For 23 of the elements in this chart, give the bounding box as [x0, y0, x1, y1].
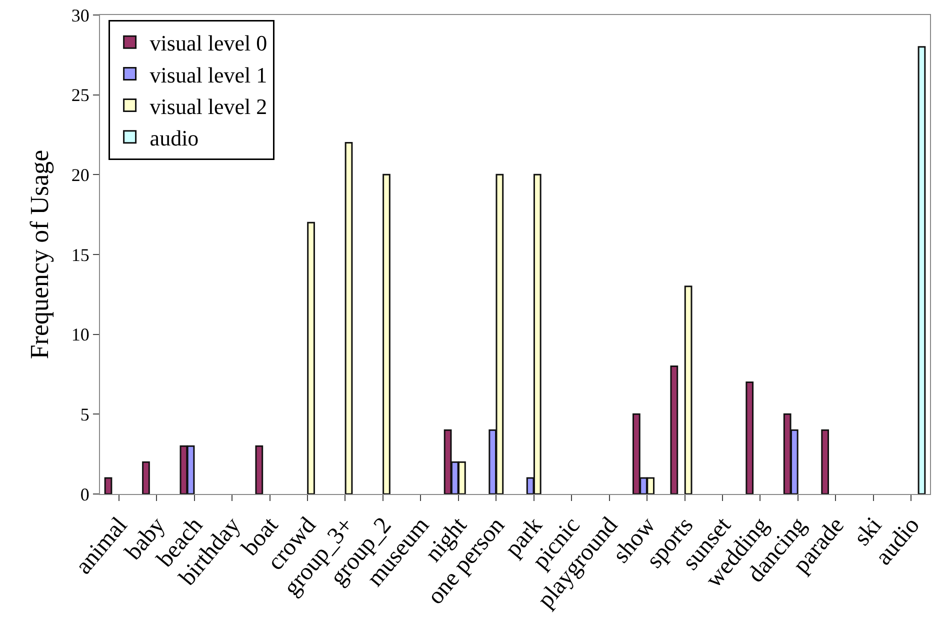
y-tick-label: 25: [71, 85, 90, 106]
legend-label: visual level 0: [150, 30, 268, 56]
bar: [670, 366, 678, 494]
bar: [255, 445, 264, 494]
y-tick-label: 0: [80, 484, 90, 504]
bar: [104, 477, 112, 494]
bar: [344, 142, 353, 494]
bar: [821, 429, 829, 494]
legend-label: visual level 2: [150, 94, 268, 119]
bar: [918, 46, 926, 494]
y-tick-label: 20: [71, 164, 90, 185]
y-tick-label: 5: [80, 404, 90, 424]
legend-label: visual level 1: [150, 62, 268, 88]
bar: [684, 286, 692, 494]
y-tick-label: 30: [71, 5, 90, 26]
y-axis-title: Frequency of Usage: [24, 150, 54, 360]
bar: [382, 174, 390, 494]
y-tick-label: 10: [71, 324, 90, 345]
y-tick-label: 15: [71, 244, 90, 265]
bar: [307, 222, 315, 494]
bar: [746, 381, 754, 494]
legend-label: audio: [150, 125, 199, 150]
bar: [142, 461, 150, 494]
